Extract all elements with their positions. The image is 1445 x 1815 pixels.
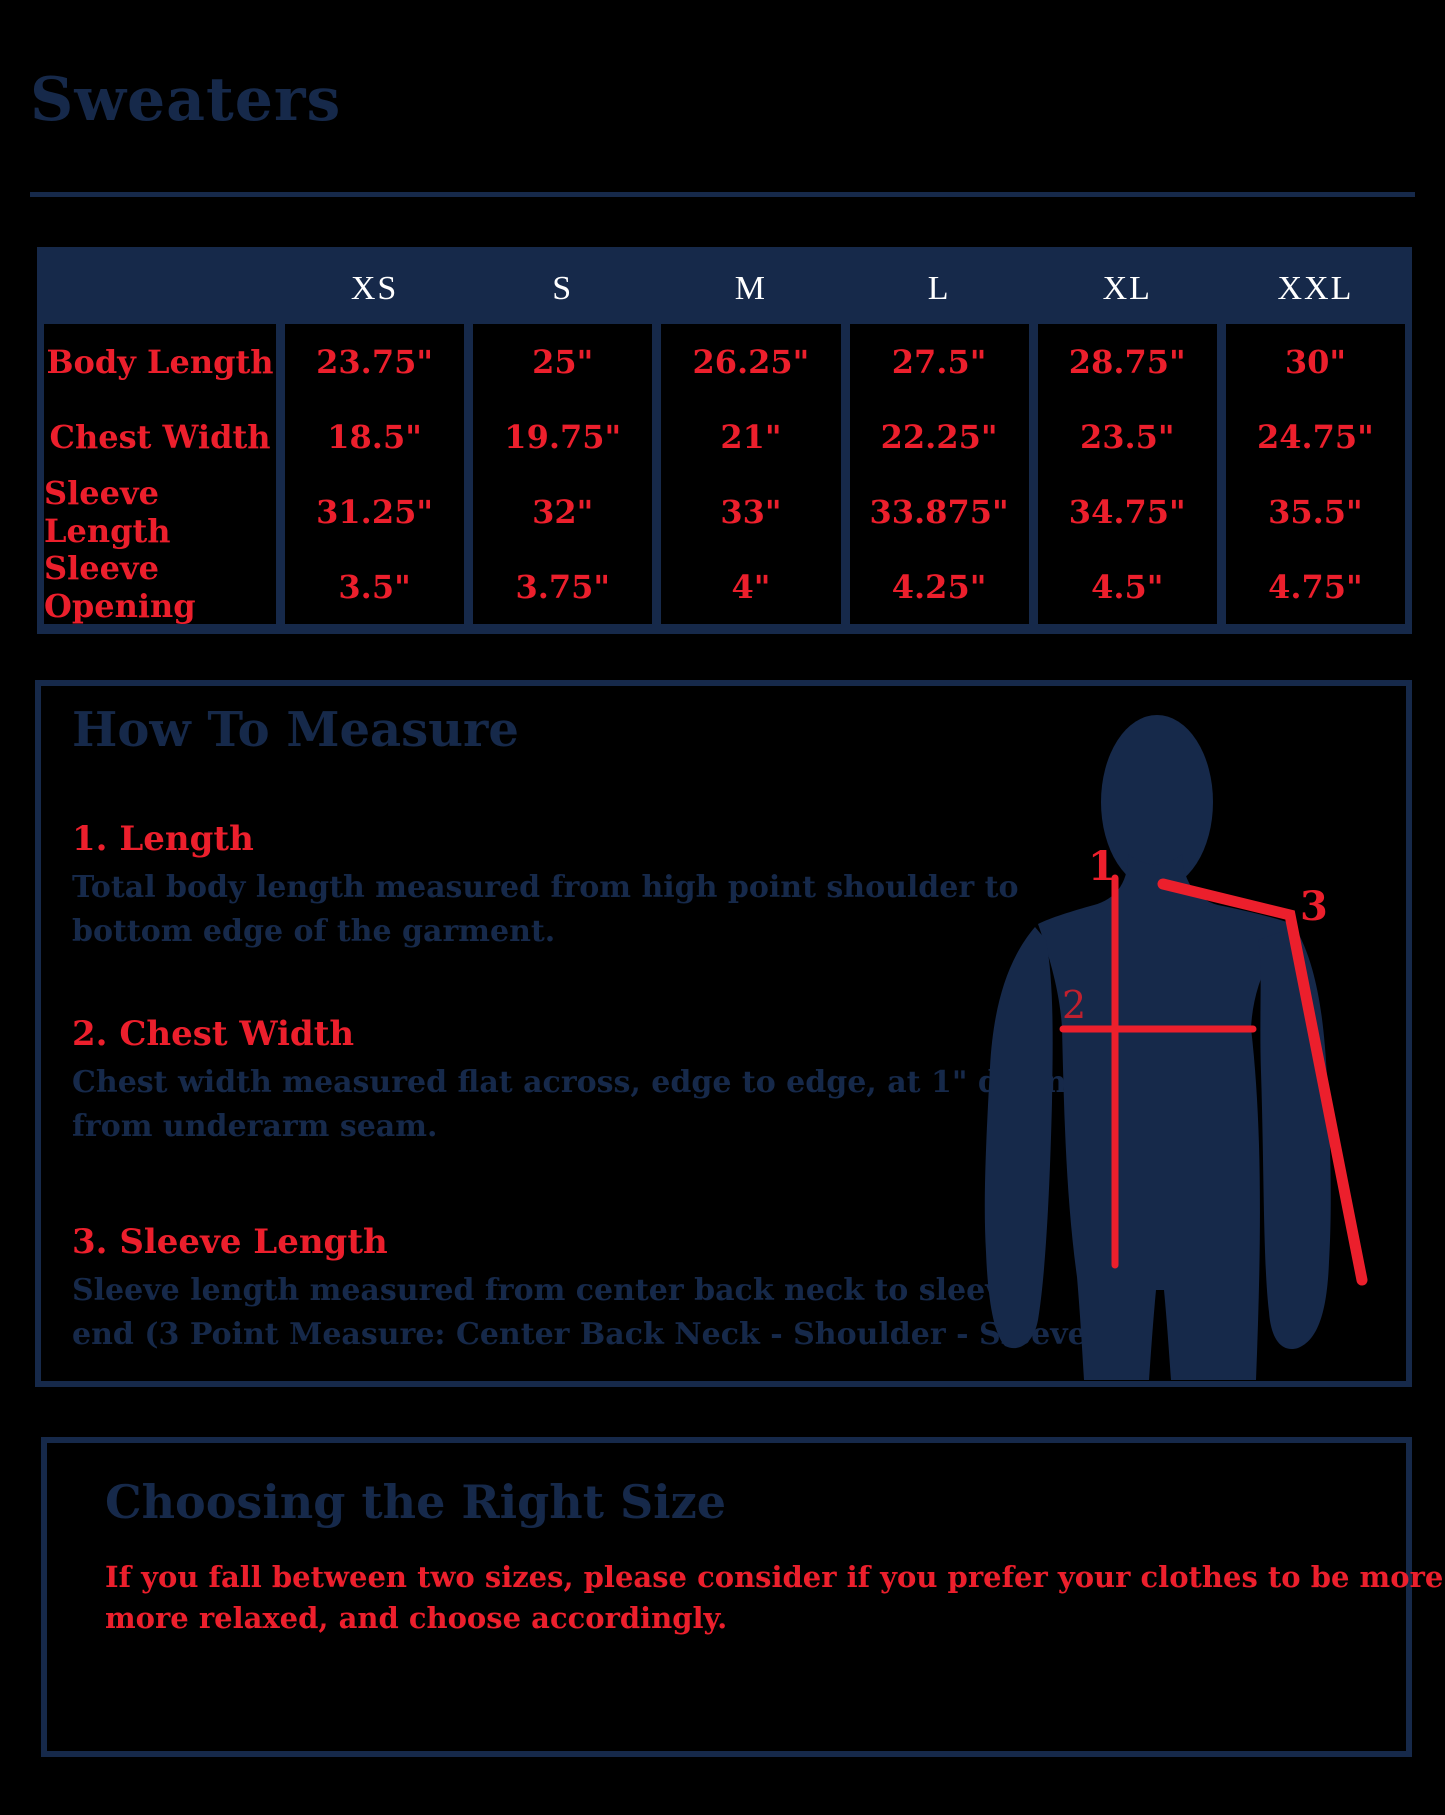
size-cell: 33" <box>661 474 841 549</box>
choosing-heading: Choosing the Right Size <box>105 1475 727 1529</box>
size-cell: 3.5" <box>285 549 465 624</box>
figure-label-chest: 2 <box>1062 983 1086 1027</box>
size-cell: 18.5" <box>285 399 465 474</box>
size-col-header-xl: XL <box>1037 254 1217 324</box>
sleeve-measure-line <box>1157 878 1368 1286</box>
section-line: Total body length measured from high poi… <box>72 870 1019 906</box>
section-line: Sleeve length measured from center back … <box>72 1273 1022 1309</box>
size-col-header-s: S <box>473 254 653 324</box>
measure-section-length: 1. Length Total body length measured fro… <box>72 819 1019 954</box>
size-cell: 23.75" <box>285 324 465 399</box>
section-line: from underarm seam. <box>72 1109 438 1145</box>
row-label-body-length: Body Length <box>44 324 276 399</box>
choosing-line: more relaxed, and choose accordingly. <box>105 1601 728 1635</box>
size-col-header-m: M <box>661 254 841 324</box>
size-cell: 21" <box>661 399 841 474</box>
figure-label-sleeve: 3 <box>1300 883 1328 930</box>
size-table: XS S M L XL XXL Body Length 23.75" 25" 2… <box>37 247 1412 634</box>
title-divider <box>30 192 1415 197</box>
size-cell: 4.25" <box>849 549 1029 624</box>
row-label-sleeve-length: Sleeve Length <box>44 474 276 550</box>
size-cell: 26.25" <box>661 324 841 399</box>
size-cell: 27.5" <box>849 324 1029 399</box>
size-cell: 23.5" <box>1037 399 1217 474</box>
size-cell: 34.75" <box>1037 474 1217 549</box>
section-line: Chest width measured flat across, edge t… <box>72 1065 1067 1101</box>
size-cell: 19.75" <box>473 399 653 474</box>
how-to-measure-heading: How To Measure <box>72 702 519 758</box>
size-table-grid: XS S M L XL XXL Body Length 23.75" 25" 2… <box>44 254 1405 625</box>
section-line: bottom edge of the garment. <box>72 914 556 950</box>
figure-label-length: 1 <box>1088 843 1116 890</box>
how-to-measure-box: How To Measure 1. Length Total body leng… <box>35 680 1412 1387</box>
size-cell: 33.875" <box>849 474 1029 549</box>
size-cell: 30" <box>1225 324 1405 399</box>
row-label-chest-width: Chest Width <box>44 399 276 474</box>
size-cell: 4" <box>661 549 841 624</box>
section-title: 1. Length <box>72 819 254 859</box>
section-title: 2. Chest Width <box>72 1014 355 1054</box>
size-cell: 35.5" <box>1225 474 1405 549</box>
section-line: end (3 Point Measure: Center Back Neck -… <box>72 1317 1101 1353</box>
size-cell: 3.75" <box>473 549 653 624</box>
measure-section-chest-width: 2. Chest Width Chest width measured flat… <box>72 1014 1067 1149</box>
size-cell: 32" <box>473 474 653 549</box>
section-title: 3. Sleeve Length <box>72 1222 388 1262</box>
size-col-header-blank <box>44 254 276 324</box>
size-col-header-xs: XS <box>285 254 465 324</box>
size-cell: 22.25" <box>849 399 1029 474</box>
size-cell: 4.5" <box>1037 549 1217 624</box>
size-cell: 31.25" <box>285 474 465 549</box>
figure-torso <box>1038 854 1293 1380</box>
size-col-header-xxl: XXL <box>1225 254 1405 324</box>
row-label-sleeve-opening: Sleeve Opening <box>44 549 276 625</box>
figure-head <box>1101 715 1213 889</box>
size-cell: 24.75" <box>1225 399 1405 474</box>
body-figure: 1 2 3 <box>984 715 1368 1380</box>
size-cell: 4.75" <box>1225 549 1405 624</box>
figure-right-arm <box>1258 927 1331 1350</box>
page-title: Sweaters <box>30 65 342 135</box>
figure-left-arm <box>984 927 1053 1349</box>
size-cell: 25" <box>473 324 653 399</box>
choosing-line: If you fall between two sizes, please co… <box>105 1560 1445 1594</box>
choosing-box: Choosing the Right Size If you fall betw… <box>41 1437 1445 1757</box>
size-cell: 28.75" <box>1037 324 1217 399</box>
measure-section-sleeve-length: 3. Sleeve Length Sleeve length measured … <box>72 1222 1101 1357</box>
size-col-header-l: L <box>849 254 1029 324</box>
